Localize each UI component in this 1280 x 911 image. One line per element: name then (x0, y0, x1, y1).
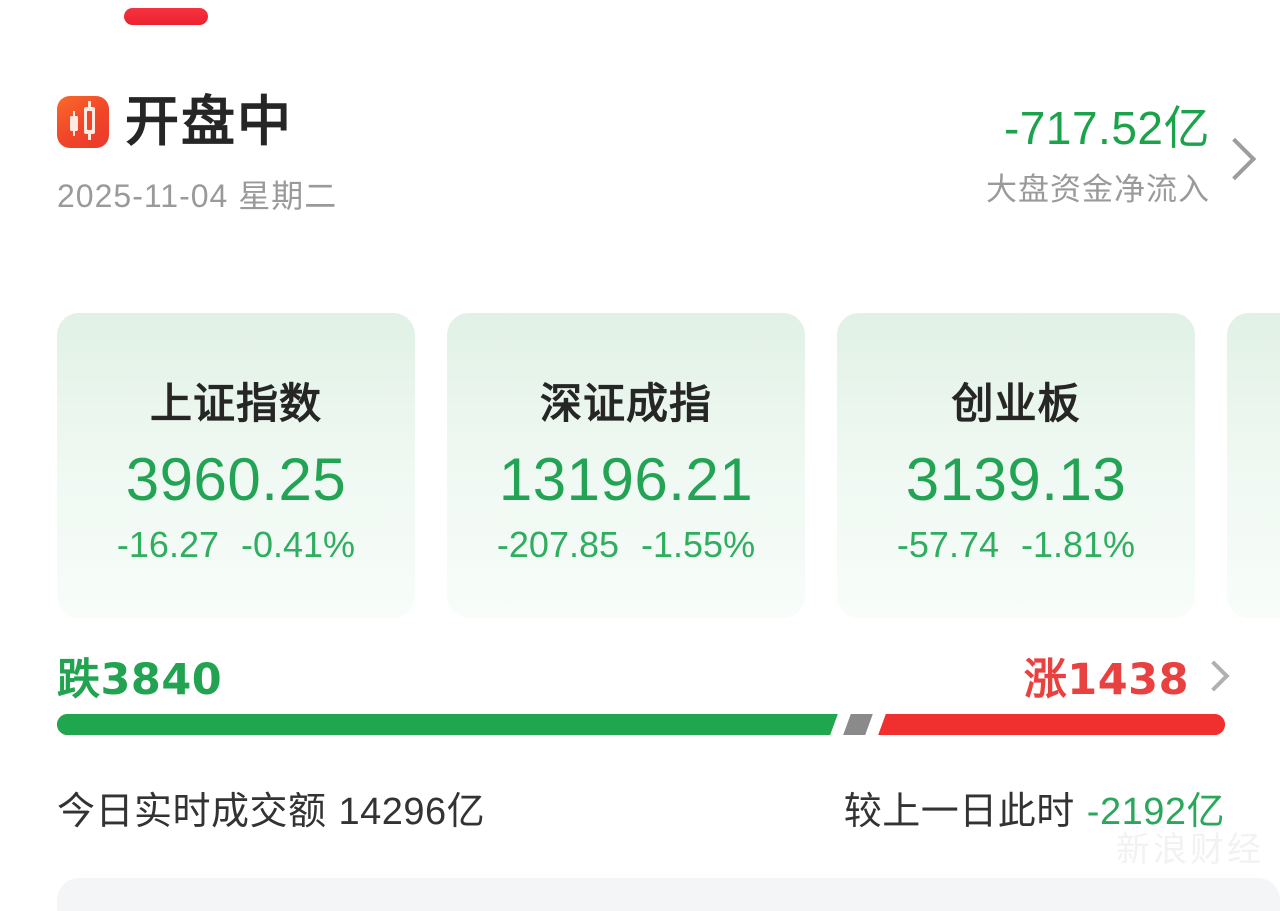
breadth-bar[interactable] (57, 714, 1225, 735)
index-price: 3960.25 (125, 446, 347, 513)
index-change: -16.27 (116, 524, 219, 565)
index-price: 13196.21 (498, 446, 754, 513)
index-change-pct: -1.55% (641, 524, 756, 565)
market-status-title: 开盘中 (125, 90, 293, 153)
header-left: 开盘中 2025-11-04 星期二 (57, 95, 337, 217)
tab-indicator-pill[interactable] (124, 8, 208, 25)
capital-flow-block: -717.52亿 大盘资金净流入 (986, 103, 1210, 209)
index-card-chinext[interactable]: 创业板 3139.13 -57.74 -1.81% (837, 313, 1195, 618)
index-card-shanghai[interactable]: 上证指数 3960.25 -16.27 -0.41% (57, 313, 415, 618)
watermark: 新浪财经 (1116, 830, 1264, 870)
bottom-panel (57, 878, 1280, 911)
index-change: -207.85 (496, 524, 620, 565)
market-status-row: 开盘中 (57, 95, 337, 149)
decline-count-label[interactable]: 跌3840 (57, 655, 223, 705)
chevron-right-icon[interactable] (1198, 660, 1230, 692)
index-name: 深证成指 (539, 379, 712, 428)
index-card-next-partial[interactable]: - (1227, 313, 1280, 618)
index-price: 3139.13 (905, 446, 1127, 513)
turnover-today-label: 今日实时成交额 (57, 791, 327, 833)
breadth-segment-advance (874, 714, 1225, 735)
chevron-right-icon[interactable] (1213, 137, 1257, 181)
capital-flow-value: -717.52亿 (1003, 102, 1210, 154)
capital-flow-label: 大盘资金净流入 (986, 171, 1210, 207)
market-date: 2025-11-04 星期二 (57, 178, 338, 214)
index-delta: -207.85 -1.55% (497, 524, 755, 566)
turnover-row: 今日实时成交额 14296亿 较上一日此时 -2192亿 (57, 780, 1225, 835)
turnover-compare: 较上一日此时 -2192亿 (844, 780, 1225, 835)
header: 开盘中 2025-11-04 星期二 -717.52亿 大盘资金净流入 (0, 95, 1280, 265)
breadth-row: 跌3840 涨1438 (57, 645, 1230, 707)
turnover-compare-label: 较上一日此时 (843, 791, 1075, 833)
turnover-compare-value: -2192亿 (1086, 791, 1225, 833)
capital-flow-entry[interactable]: -717.52亿 大盘资金净流入 (986, 103, 1257, 209)
candlestick-icon (57, 96, 109, 148)
turnover-today-value: 14296亿 (338, 791, 486, 833)
index-change-pct: -1.81% (1021, 524, 1136, 565)
index-name: 创业板 (951, 379, 1081, 428)
index-change-pct: -0.41% (241, 524, 356, 565)
advance-count-label: 涨1438 (1023, 655, 1189, 705)
index-delta: -57.74 -1.81% (897, 524, 1135, 566)
index-name: 上证指数 (149, 379, 322, 428)
breadth-segment-decline (57, 714, 840, 735)
index-change: -57.74 (896, 524, 999, 565)
index-card-shenzhen[interactable]: 深证成指 13196.21 -207.85 -1.55% (447, 313, 805, 618)
index-delta: -16.27 -0.41% (117, 524, 355, 566)
advance-entry[interactable]: 涨1438 (1023, 645, 1230, 707)
turnover-today: 今日实时成交额 14296亿 (57, 780, 485, 835)
index-card-list: 上证指数 3960.25 -16.27 -0.41% 深证成指 13196.21… (57, 313, 1280, 618)
